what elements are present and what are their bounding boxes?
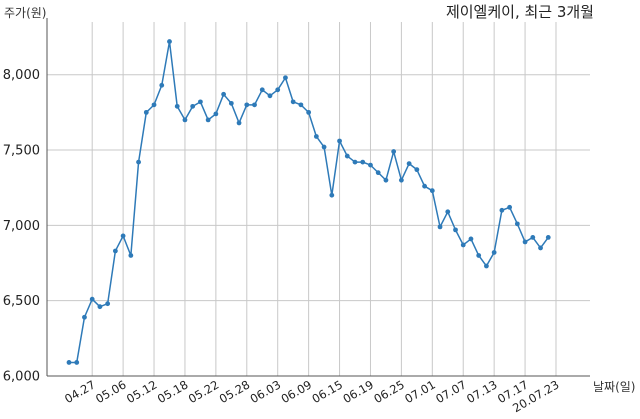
data-point: [182, 117, 188, 123]
chart-title: 제이엘케이, 최근 3개월: [446, 3, 594, 21]
y-tick-label: 8,000: [3, 68, 40, 83]
x-tick-label: 05.12: [124, 377, 160, 406]
data-point: [329, 192, 335, 198]
data-point: [112, 248, 118, 254]
data-point: [522, 239, 528, 245]
data-point: [136, 159, 141, 165]
x-tick-label: 06.03: [248, 377, 284, 406]
data-point: [128, 253, 134, 258]
x-tick-label: 05.18: [155, 377, 191, 406]
data-point: [406, 161, 412, 167]
x-tick-label: 06.19: [340, 377, 376, 406]
x-tick-label: 06.09: [279, 377, 315, 406]
data-point: [236, 120, 242, 126]
data-point: [321, 144, 327, 150]
data-point: [368, 162, 373, 168]
data-point: [514, 221, 520, 227]
data-point: [151, 102, 157, 108]
axes: [46, 18, 590, 377]
data-point: [468, 236, 474, 242]
x-tick-label: 07.01: [402, 377, 438, 406]
x-tick-label: 07.13: [464, 377, 500, 406]
data-point: [252, 102, 257, 108]
data-point: [530, 235, 536, 240]
data-point: [97, 304, 103, 310]
data-point: [375, 170, 381, 176]
data-point: [159, 82, 165, 88]
data-point: [190, 103, 196, 109]
data-point: [437, 224, 443, 230]
data-point: [414, 167, 420, 173]
data-point: [259, 87, 265, 93]
data-point: [143, 109, 149, 115]
y-tick-label: 7,000: [3, 219, 40, 234]
x-tick-label: 05.22: [186, 377, 222, 406]
data-point: [453, 227, 458, 233]
data-point: [66, 360, 72, 365]
y-tick-label: 6,000: [3, 370, 40, 385]
data-point: [445, 209, 451, 215]
data-point: [306, 109, 312, 115]
data-point: [383, 177, 389, 183]
series: [66, 39, 551, 365]
data-point: [352, 159, 358, 165]
data-point: [429, 188, 435, 194]
data-point: [205, 117, 211, 123]
data-point: [507, 204, 513, 210]
data-point: [275, 87, 281, 93]
data-point: [221, 91, 227, 97]
y-tick-labels: 6,000 6,500 7,000 7,500 8,000: [3, 68, 40, 384]
y-tick-label: 7,500: [3, 144, 40, 159]
y-axis-label: 주가(원): [4, 6, 46, 20]
x-tick-label: 06.15: [310, 377, 346, 406]
data-point: [313, 134, 319, 139]
x-tick-label: 06.25: [371, 377, 407, 406]
data-point: [538, 245, 543, 251]
data-point: [422, 183, 427, 189]
x-tick-label: 05.06: [93, 377, 129, 406]
data-point: [213, 111, 219, 117]
data-point: [484, 263, 489, 269]
data-point: [267, 93, 273, 99]
data-point: [244, 102, 250, 108]
data-point: [391, 149, 397, 154]
data-point: [491, 250, 497, 255]
y-tick-label: 6,500: [3, 294, 40, 309]
data-point: [337, 138, 342, 144]
data-point: [105, 301, 111, 307]
data-point: [545, 235, 551, 240]
data-point: [167, 39, 172, 44]
grid: [47, 22, 590, 377]
x-tick-label: 07.07: [433, 377, 469, 406]
data-point: [82, 314, 87, 320]
x-tick-label: 05.28: [217, 377, 253, 406]
data-point: [228, 100, 234, 106]
data-point: [74, 360, 80, 365]
x-axis-label: 날짜(일): [593, 380, 635, 394]
data-point: [298, 102, 304, 108]
x-tick-labels: 04.2705.0605.1205.1805.2205.2806.0306.09…: [62, 377, 561, 415]
data-point: [290, 99, 296, 105]
data-point: [398, 177, 404, 183]
data-point: [344, 153, 350, 159]
data-point: [360, 159, 366, 165]
data-point: [120, 233, 126, 239]
data-point: [283, 75, 288, 81]
x-tick-label: 04.27: [62, 377, 98, 406]
data-point: [174, 103, 180, 109]
data-point: [460, 242, 466, 248]
data-point: [499, 207, 505, 213]
data-point: [476, 253, 482, 258]
data-point: [89, 296, 95, 302]
data-point: [198, 99, 203, 105]
